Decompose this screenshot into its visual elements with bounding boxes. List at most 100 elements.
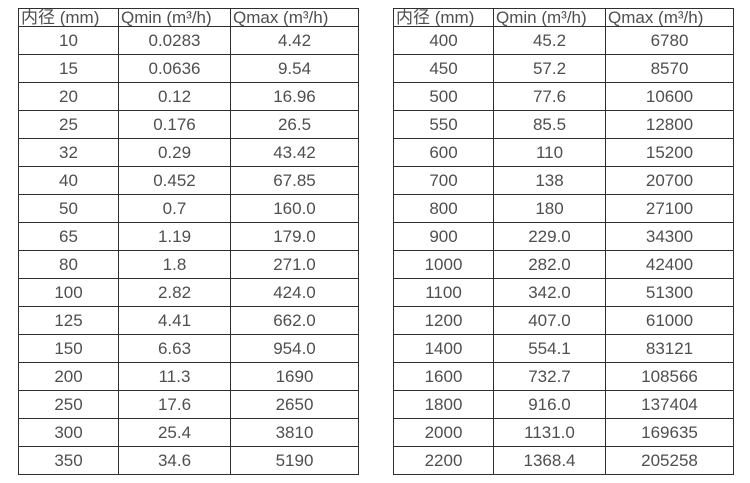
flow-rate-table-right: 内径 (mm) Qmin (m³/h) Qmax (m³/h) 400 45.2 678… <box>393 8 734 475</box>
qmin-cell: 180 <box>493 194 606 223</box>
diameter-cell: 20 <box>18 82 119 111</box>
diameter-cell: 80 <box>18 250 119 279</box>
diameter-cell: 50 <box>18 194 119 223</box>
table-row: 500 77.6 10600 <box>393 82 734 111</box>
diameter-cell: 700 <box>393 166 494 195</box>
flow-rate-tables-container: 内径 (mm) Qmin (m³/h) Qmax (m³/h) 10 0.0283 4.… <box>18 8 734 475</box>
qmin-cell: 17.6 <box>118 390 231 419</box>
table-row: 80 1.8 271.0 <box>18 250 359 279</box>
diameter-cell: 350 <box>18 446 119 475</box>
diameter-cell: 1600 <box>393 362 494 391</box>
table-row: 40 0.452 67.85 <box>18 166 359 195</box>
qmin-cell: 407.0 <box>493 306 606 335</box>
diameter-cell: 32 <box>18 138 119 167</box>
qmin-cell: 554.1 <box>493 334 606 363</box>
table-row: 25 0.176 26.5 <box>18 110 359 139</box>
qmax-cell: 26.5 <box>230 110 359 139</box>
table-row: 400 45.2 6780 <box>393 26 734 55</box>
column-header: Qmax (m³/h) <box>230 8 359 27</box>
table-row: 350 34.6 5190 <box>18 446 359 475</box>
qmax-cell: 2650 <box>230 390 359 419</box>
diameter-cell: 600 <box>393 138 494 167</box>
qmin-cell: 4.41 <box>118 306 231 335</box>
qmax-cell: 424.0 <box>230 278 359 307</box>
qmax-cell: 9.54 <box>230 54 359 83</box>
qmax-cell: 6780 <box>605 26 734 55</box>
qmax-cell: 137404 <box>605 390 734 419</box>
table-row: 900 229.0 34300 <box>393 222 734 251</box>
qmax-cell: 160.0 <box>230 194 359 223</box>
diameter-cell: 65 <box>18 222 119 251</box>
qmin-cell: 342.0 <box>493 278 606 307</box>
table-row: 50 0.7 160.0 <box>18 194 359 223</box>
qmin-cell: 1.8 <box>118 250 231 279</box>
diameter-cell: 1800 <box>393 390 494 419</box>
column-header: 内径 (mm) <box>393 8 494 27</box>
table-row: 10 0.0283 4.42 <box>18 26 359 55</box>
diameter-cell: 450 <box>393 54 494 83</box>
qmax-cell: 954.0 <box>230 334 359 363</box>
qmin-cell: 0.29 <box>118 138 231 167</box>
qmin-cell: 1.19 <box>118 222 231 251</box>
qmin-cell: 110 <box>493 138 606 167</box>
qmax-cell: 16.96 <box>230 82 359 111</box>
table-row: 2000 1131.0 169635 <box>393 418 734 447</box>
table-row: 1100 342.0 51300 <box>393 278 734 307</box>
flow-rate-table-left: 内径 (mm) Qmin (m³/h) Qmax (m³/h) 10 0.0283 4.… <box>18 8 359 475</box>
diameter-cell: 1400 <box>393 334 494 363</box>
qmin-cell: 229.0 <box>493 222 606 251</box>
diameter-cell: 2000 <box>393 418 494 447</box>
diameter-cell: 900 <box>393 222 494 251</box>
diameter-cell: 1100 <box>393 278 494 307</box>
qmax-cell: 5190 <box>230 446 359 475</box>
qmax-cell: 43.42 <box>230 138 359 167</box>
qmax-cell: 662.0 <box>230 306 359 335</box>
table-row: 700 138 20700 <box>393 166 734 195</box>
table-row: 1000 282.0 42400 <box>393 250 734 279</box>
header-row: 内径 (mm) Qmin (m³/h) Qmax (m³/h) <box>18 8 359 27</box>
table-row: 65 1.19 179.0 <box>18 222 359 251</box>
qmax-cell: 10600 <box>605 82 734 111</box>
qmin-cell: 85.5 <box>493 110 606 139</box>
qmin-cell: 732.7 <box>493 362 606 391</box>
qmax-cell: 108566 <box>605 362 734 391</box>
diameter-cell: 500 <box>393 82 494 111</box>
diameter-cell: 400 <box>393 26 494 55</box>
qmax-cell: 271.0 <box>230 250 359 279</box>
qmax-cell: 15200 <box>605 138 734 167</box>
qmin-cell: 916.0 <box>493 390 606 419</box>
qmax-cell: 51300 <box>605 278 734 307</box>
table-row: 250 17.6 2650 <box>18 390 359 419</box>
qmin-cell: 77.6 <box>493 82 606 111</box>
qmin-cell: 0.452 <box>118 166 231 195</box>
table-row: 550 85.5 12800 <box>393 110 734 139</box>
table-row: 2200 1368.4 205258 <box>393 446 734 475</box>
qmax-cell: 83121 <box>605 334 734 363</box>
qmin-cell: 0.0283 <box>118 26 231 55</box>
qmax-cell: 179.0 <box>230 222 359 251</box>
diameter-cell: 25 <box>18 110 119 139</box>
qmax-cell: 12800 <box>605 110 734 139</box>
diameter-cell: 300 <box>18 418 119 447</box>
qmin-cell: 25.4 <box>118 418 231 447</box>
qmin-cell: 138 <box>493 166 606 195</box>
qmax-cell: 27100 <box>605 194 734 223</box>
qmax-cell: 20700 <box>605 166 734 195</box>
diameter-cell: 10 <box>18 26 119 55</box>
table-row: 15 0.0636 9.54 <box>18 54 359 83</box>
diameter-cell: 250 <box>18 390 119 419</box>
table-row: 100 2.82 424.0 <box>18 278 359 307</box>
diameter-cell: 150 <box>18 334 119 363</box>
qmax-cell: 34300 <box>605 222 734 251</box>
table-row: 300 25.4 3810 <box>18 418 359 447</box>
column-header: 内径 (mm) <box>18 8 119 27</box>
table-row: 1200 407.0 61000 <box>393 306 734 335</box>
column-header: Qmin (m³/h) <box>493 8 606 27</box>
qmin-cell: 282.0 <box>493 250 606 279</box>
table-row: 125 4.41 662.0 <box>18 306 359 335</box>
qmin-cell: 34.6 <box>118 446 231 475</box>
qmin-cell: 57.2 <box>493 54 606 83</box>
diameter-cell: 800 <box>393 194 494 223</box>
table-row: 200 11.3 1690 <box>18 362 359 391</box>
table-row: 20 0.12 16.96 <box>18 82 359 111</box>
